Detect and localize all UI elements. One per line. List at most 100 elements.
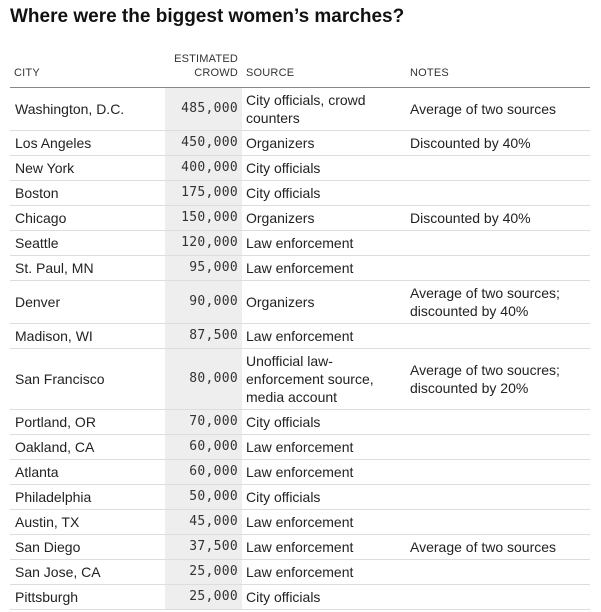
table-row: Portland, OR 70,000 City officials xyxy=(10,409,590,435)
notes-cell: Average of two sources; discounted by 40… xyxy=(400,280,590,324)
notes-cell xyxy=(400,484,590,510)
notes-cell xyxy=(400,230,590,256)
source-cell: Law enforcement xyxy=(242,559,400,585)
city-cell: Portland, OR xyxy=(10,409,165,435)
table-row: Boston 175,000 City officials xyxy=(10,180,590,206)
source-cell: Organizers xyxy=(242,205,400,231)
source-cell: City officials xyxy=(242,409,400,435)
city-cell: Madison, WI xyxy=(10,323,165,349)
source-cell: City officials xyxy=(242,155,400,181)
header-crowd-line-1: ESTIMATED xyxy=(174,53,238,65)
crowd-table: CITY ESTIMATED CROWD SOURCE NOTES Washing… xyxy=(10,50,590,610)
table-row: Madison, WI 87,500 Law enforcement xyxy=(10,323,590,349)
city-cell: Philadelphia xyxy=(10,484,165,510)
crowd-cell: 175,000 xyxy=(165,180,242,206)
crowd-cell: 37,500 xyxy=(165,534,242,560)
header-notes: NOTES xyxy=(400,50,590,88)
city-cell: Atlanta xyxy=(10,459,165,485)
notes-cell xyxy=(400,584,590,610)
header-crowd-line-2: CROWD xyxy=(194,67,238,79)
table-row: Pittsburgh 25,000 City officials xyxy=(10,584,590,610)
notes-cell xyxy=(400,409,590,435)
city-cell: Seattle xyxy=(10,230,165,256)
notes-cell xyxy=(400,509,590,535)
notes-cell xyxy=(400,323,590,349)
crowd-cell: 95,000 xyxy=(165,255,242,281)
header-city: CITY xyxy=(10,50,165,88)
table-row: Washington, D.C. 485,000 City officials, c… xyxy=(10,87,590,131)
crowd-cell: 450,000 xyxy=(165,130,242,156)
table-row: Los Angeles 450,000 Organizers Discounted b… xyxy=(10,130,590,156)
chart-title: Where were the biggest women’s marches? xyxy=(10,6,405,27)
notes-cell: Average of two soucres; discounted by 20… xyxy=(400,348,590,410)
crowd-cell: 25,000 xyxy=(165,584,242,610)
table-row: San Jose, CA 25,000 Law enforcement xyxy=(10,559,590,585)
notes-cell xyxy=(400,155,590,181)
crowd-cell: 25,000 xyxy=(165,559,242,585)
source-cell: City officials, crowd counters xyxy=(242,87,400,131)
city-cell: Los Angeles xyxy=(10,130,165,156)
crowd-cell: 90,000 xyxy=(165,280,242,324)
header-crowd: ESTIMATED CROWD xyxy=(165,50,242,88)
source-cell: Law enforcement xyxy=(242,434,400,460)
crowd-cell: 120,000 xyxy=(165,230,242,256)
crowd-cell: 400,000 xyxy=(165,155,242,181)
notes-cell: Discounted by 40% xyxy=(400,130,590,156)
notes-cell xyxy=(400,559,590,585)
notes-cell xyxy=(400,180,590,206)
source-cell: Organizers xyxy=(242,280,400,324)
city-cell: Austin, TX xyxy=(10,509,165,535)
source-cell: Law enforcement xyxy=(242,534,400,560)
crowd-cell: 50,000 xyxy=(165,484,242,510)
city-cell: Washington, D.C. xyxy=(10,87,165,131)
crowd-cell: 485,000 xyxy=(165,87,242,131)
table-row: San Diego 37,500 Law enforcement Average of… xyxy=(10,534,590,560)
header-row: CITY ESTIMATED CROWD SOURCE NOTES xyxy=(10,50,590,88)
table-row: New York 400,000 City officials xyxy=(10,155,590,181)
city-cell: St. Paul, MN xyxy=(10,255,165,281)
crowd-cell: 70,000 xyxy=(165,409,242,435)
crowd-cell: 45,000 xyxy=(165,509,242,535)
table-header: CITY ESTIMATED CROWD SOURCE NOTES xyxy=(10,50,590,88)
notes-cell xyxy=(400,434,590,460)
city-cell: New York xyxy=(10,155,165,181)
source-cell: Law enforcement xyxy=(242,255,400,281)
notes-cell xyxy=(400,459,590,485)
source-cell: Unofficial law-enforcement source, media… xyxy=(242,348,400,410)
source-cell: City officials xyxy=(242,180,400,206)
table-row: Oakland, CA 60,000 Law enforcement xyxy=(10,434,590,460)
source-cell: Law enforcement xyxy=(242,509,400,535)
city-cell: Boston xyxy=(10,180,165,206)
table-row: Philadelphia 50,000 City officials xyxy=(10,484,590,510)
table-row: San Francisco 80,000 Unofficial law-enforc… xyxy=(10,348,590,410)
notes-cell: Average of two sources xyxy=(400,87,590,131)
source-cell: Law enforcement xyxy=(242,459,400,485)
city-cell: San Diego xyxy=(10,534,165,560)
crowd-cell: 87,500 xyxy=(165,323,242,349)
city-cell: San Francisco xyxy=(10,348,165,410)
crowd-cell: 80,000 xyxy=(165,348,242,410)
city-cell: San Jose, CA xyxy=(10,559,165,585)
table-row: Austin, TX 45,000 Law enforcement xyxy=(10,509,590,535)
source-cell: City officials xyxy=(242,584,400,610)
table-row: Denver 90,000 Organizers Average of two sou… xyxy=(10,280,590,324)
table-body: Washington, D.C. 485,000 City officials, c… xyxy=(10,87,590,610)
crowd-cell: 60,000 xyxy=(165,434,242,460)
city-cell: Oakland, CA xyxy=(10,434,165,460)
table-row: St. Paul, MN 95,000 Law enforcement xyxy=(10,255,590,281)
header-source: SOURCE xyxy=(242,50,400,88)
city-cell: Chicago xyxy=(10,205,165,231)
source-cell: Law enforcement xyxy=(242,323,400,349)
table-row: Chicago 150,000 Organizers Discounted by 40… xyxy=(10,205,590,231)
table-row: Seattle 120,000 Law enforcement xyxy=(10,230,590,256)
city-cell: Denver xyxy=(10,280,165,324)
city-cell: Pittsburgh xyxy=(10,584,165,610)
table-row: Atlanta 60,000 Law enforcement xyxy=(10,459,590,485)
crowd-cell: 60,000 xyxy=(165,459,242,485)
source-cell: Organizers xyxy=(242,130,400,156)
notes-cell: Discounted by 40% xyxy=(400,205,590,231)
source-cell: City officials xyxy=(242,484,400,510)
notes-cell: Average of two sources xyxy=(400,534,590,560)
notes-cell xyxy=(400,255,590,281)
